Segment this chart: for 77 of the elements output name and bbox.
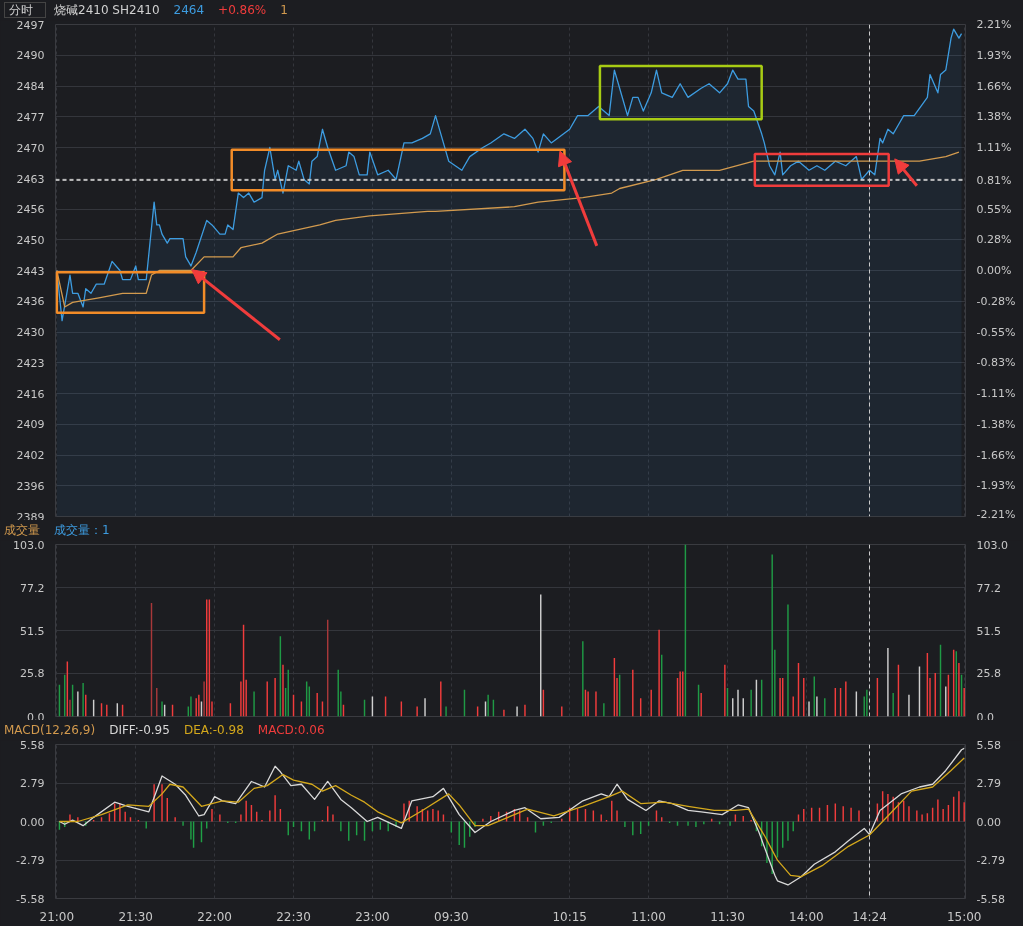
x-tick-label: 15:00: [946, 909, 982, 924]
text: +0.86%: [218, 3, 267, 17]
y2-tick-label: 103.0: [976, 538, 1008, 552]
y2-tick-label: 2.79: [976, 777, 1001, 790]
y-tick-label: 2416: [16, 387, 45, 401]
y2-tick-label: 25.8: [976, 667, 1001, 681]
y2-tick-label: 5.58: [976, 738, 1001, 752]
y2-tick-label: 1.11%: [976, 141, 1012, 154]
ref-line-label: 0.81%: [976, 173, 1012, 187]
chart-subtitle: 分时: [4, 2, 46, 18]
x-tick-label: 14:00: [789, 909, 824, 924]
text: 2464: [173, 3, 205, 17]
text: 1: [280, 3, 288, 17]
y-tick-label: 2430: [16, 326, 45, 339]
y-tick-label: 0.00: [20, 815, 45, 829]
y2-tick-label: -0.83%: [976, 356, 1016, 370]
chart-title: 成交量: [4, 523, 40, 537]
y2-tick-label: 0.00: [976, 815, 1001, 829]
y-tick-label: 2490: [16, 49, 45, 63]
y2-tick-label: 1.66%: [976, 79, 1012, 93]
text: DEA:-0.98: [183, 723, 244, 737]
text: 成交量：1: [54, 523, 110, 537]
y2-tick-label: 1.93%: [976, 48, 1012, 62]
y-tick-label: 2396: [16, 479, 45, 493]
x-tick-label: 09:30: [434, 909, 469, 924]
x-tick-label: 14:24: [852, 909, 887, 924]
x-tick-label: 21:00: [39, 909, 75, 924]
x-tick-label: 11:00: [631, 909, 666, 924]
y-tick-label: 77.2: [20, 581, 45, 595]
text: MACD:0.06: [257, 723, 325, 737]
y-tick-label: 2470: [16, 141, 45, 155]
text: DIFF:-0.95: [109, 723, 170, 737]
y-tick-label: 5.58: [20, 738, 45, 752]
ref-line-label: 2463: [16, 173, 45, 187]
y2-tick-label: -0.55%: [976, 325, 1016, 339]
x-tick-label: 10:15: [552, 909, 587, 924]
y-tick-label: 25.8: [20, 667, 45, 681]
y-tick-label: 2484: [16, 80, 45, 93]
y-tick-label: -5.58: [16, 892, 45, 906]
y-tick-label: 2450: [16, 233, 45, 247]
x-tick-label: 23:00: [355, 909, 390, 924]
y2-tick-label: 2.21%: [976, 18, 1012, 31]
y-tick-label: -2.79: [16, 854, 45, 867]
y-tick-label: 2.79: [20, 777, 45, 790]
y-tick-label: 2402: [16, 449, 45, 462]
y2-tick-label: -1.11%: [976, 387, 1016, 400]
y-tick-label: 103.0: [13, 538, 45, 552]
chart-title: MACD(12,26,9): [4, 723, 96, 737]
chart-title: 烧碱2410 SH2410: [54, 3, 160, 17]
y2-tick-label: -1.93%: [976, 479, 1016, 493]
y2-tick-label: 77.2: [976, 581, 1001, 595]
y-tick-label: 0.0: [27, 710, 45, 724]
y-tick-label: 2409: [16, 418, 45, 432]
x-tick-label: 11:30: [710, 909, 745, 924]
y-tick-label: 2477: [16, 110, 45, 124]
y-tick-label: 2443: [16, 264, 45, 278]
y2-tick-label: 0.0: [976, 710, 994, 724]
x-tick-label: 22:30: [276, 909, 311, 924]
y2-tick-label: 0.28%: [976, 233, 1012, 247]
y-tick-label: 2497: [16, 18, 45, 32]
y-tick-label: 2456: [16, 203, 45, 216]
y-tick-label: 2423: [16, 356, 45, 370]
y-tick-label: 2389: [16, 510, 45, 524]
y2-tick-label: -2.21%: [976, 507, 1016, 521]
y2-tick-label: -1.38%: [976, 417, 1016, 431]
x-tick-label: 21:30: [118, 909, 154, 924]
y-tick-label: 51.5: [20, 624, 45, 638]
y2-tick-label: -0.28%: [976, 294, 1016, 308]
y2-tick-label: -5.58: [976, 892, 1005, 906]
y2-tick-label: 1.38%: [976, 110, 1012, 124]
x-tick-label: 22:00: [197, 909, 232, 924]
y2-tick-label: -1.66%: [976, 448, 1016, 462]
y2-tick-label: 0.55%: [976, 202, 1012, 216]
y2-tick-label: 0.00%: [976, 264, 1012, 277]
y2-tick-label: 51.5: [976, 624, 1001, 638]
y-tick-label: 2436: [16, 295, 45, 309]
y2-tick-label: -2.79: [976, 854, 1005, 867]
